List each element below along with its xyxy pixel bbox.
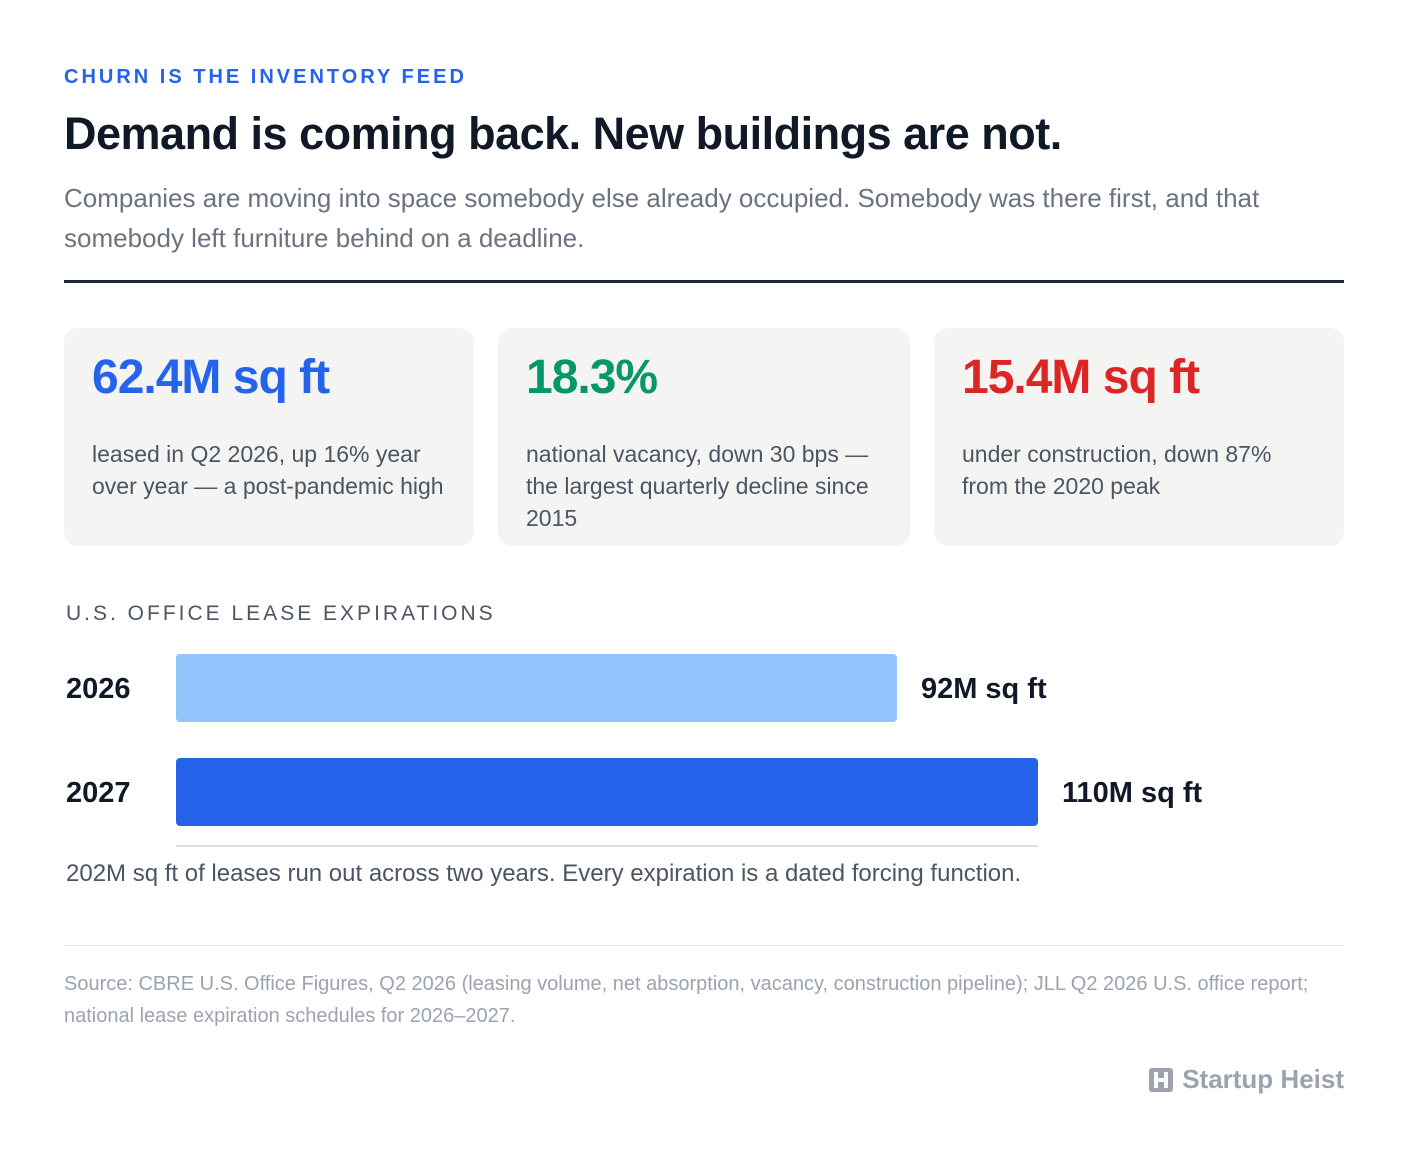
bar-2027 bbox=[176, 758, 1038, 826]
building-h-icon bbox=[1149, 1067, 1174, 1092]
value-label: 110M sq ft bbox=[1062, 777, 1203, 809]
stat-card-vacancy: 18.3% national vacancy, down 30 bps — th… bbox=[498, 328, 910, 546]
stat-value: 62.4M sq ft bbox=[92, 351, 330, 404]
eyebrow-label: CHURN IS THE INVENTORY FEED bbox=[64, 66, 467, 88]
chart-note: 202M sq ft of leases run out across two … bbox=[66, 860, 1022, 887]
bar-chart: 2026 92M sq ft 2027 110M sq ft bbox=[66, 654, 1203, 847]
value-label: 92M sq ft bbox=[921, 673, 1047, 705]
brand-logo: Startup Heist bbox=[1148, 1064, 1344, 1095]
footer-divider bbox=[64, 945, 1344, 946]
source-note: Source: CBRE U.S. Office Figures, Q2 202… bbox=[64, 973, 1309, 1027]
stat-description: national vacancy, down 30 bps — the larg… bbox=[526, 441, 869, 531]
page-subtitle: Companies are moving into space somebody… bbox=[64, 183, 1260, 253]
category-label: 2027 bbox=[66, 777, 131, 809]
bar-2026 bbox=[176, 654, 897, 722]
stat-card-leased: 62.4M sq ft leased in Q2 2026, up 16% ye… bbox=[64, 328, 474, 546]
header-divider bbox=[64, 280, 1344, 283]
stat-card-construction: 15.4M sq ft under construction, down 87%… bbox=[934, 328, 1344, 546]
brand-name: Startup Heist bbox=[1182, 1064, 1344, 1094]
page-title: Demand is coming back. New buildings are… bbox=[64, 108, 1062, 159]
stat-description: under construction, down 87% from the 20… bbox=[962, 441, 1272, 499]
stat-value: 18.3% bbox=[526, 351, 658, 404]
chart-title: U.S. OFFICE LEASE EXPIRATIONS bbox=[66, 602, 496, 625]
category-label: 2026 bbox=[66, 673, 131, 705]
stat-value: 15.4M sq ft bbox=[962, 351, 1200, 404]
stat-description: leased in Q2 2026, up 16% year over year… bbox=[92, 441, 444, 499]
